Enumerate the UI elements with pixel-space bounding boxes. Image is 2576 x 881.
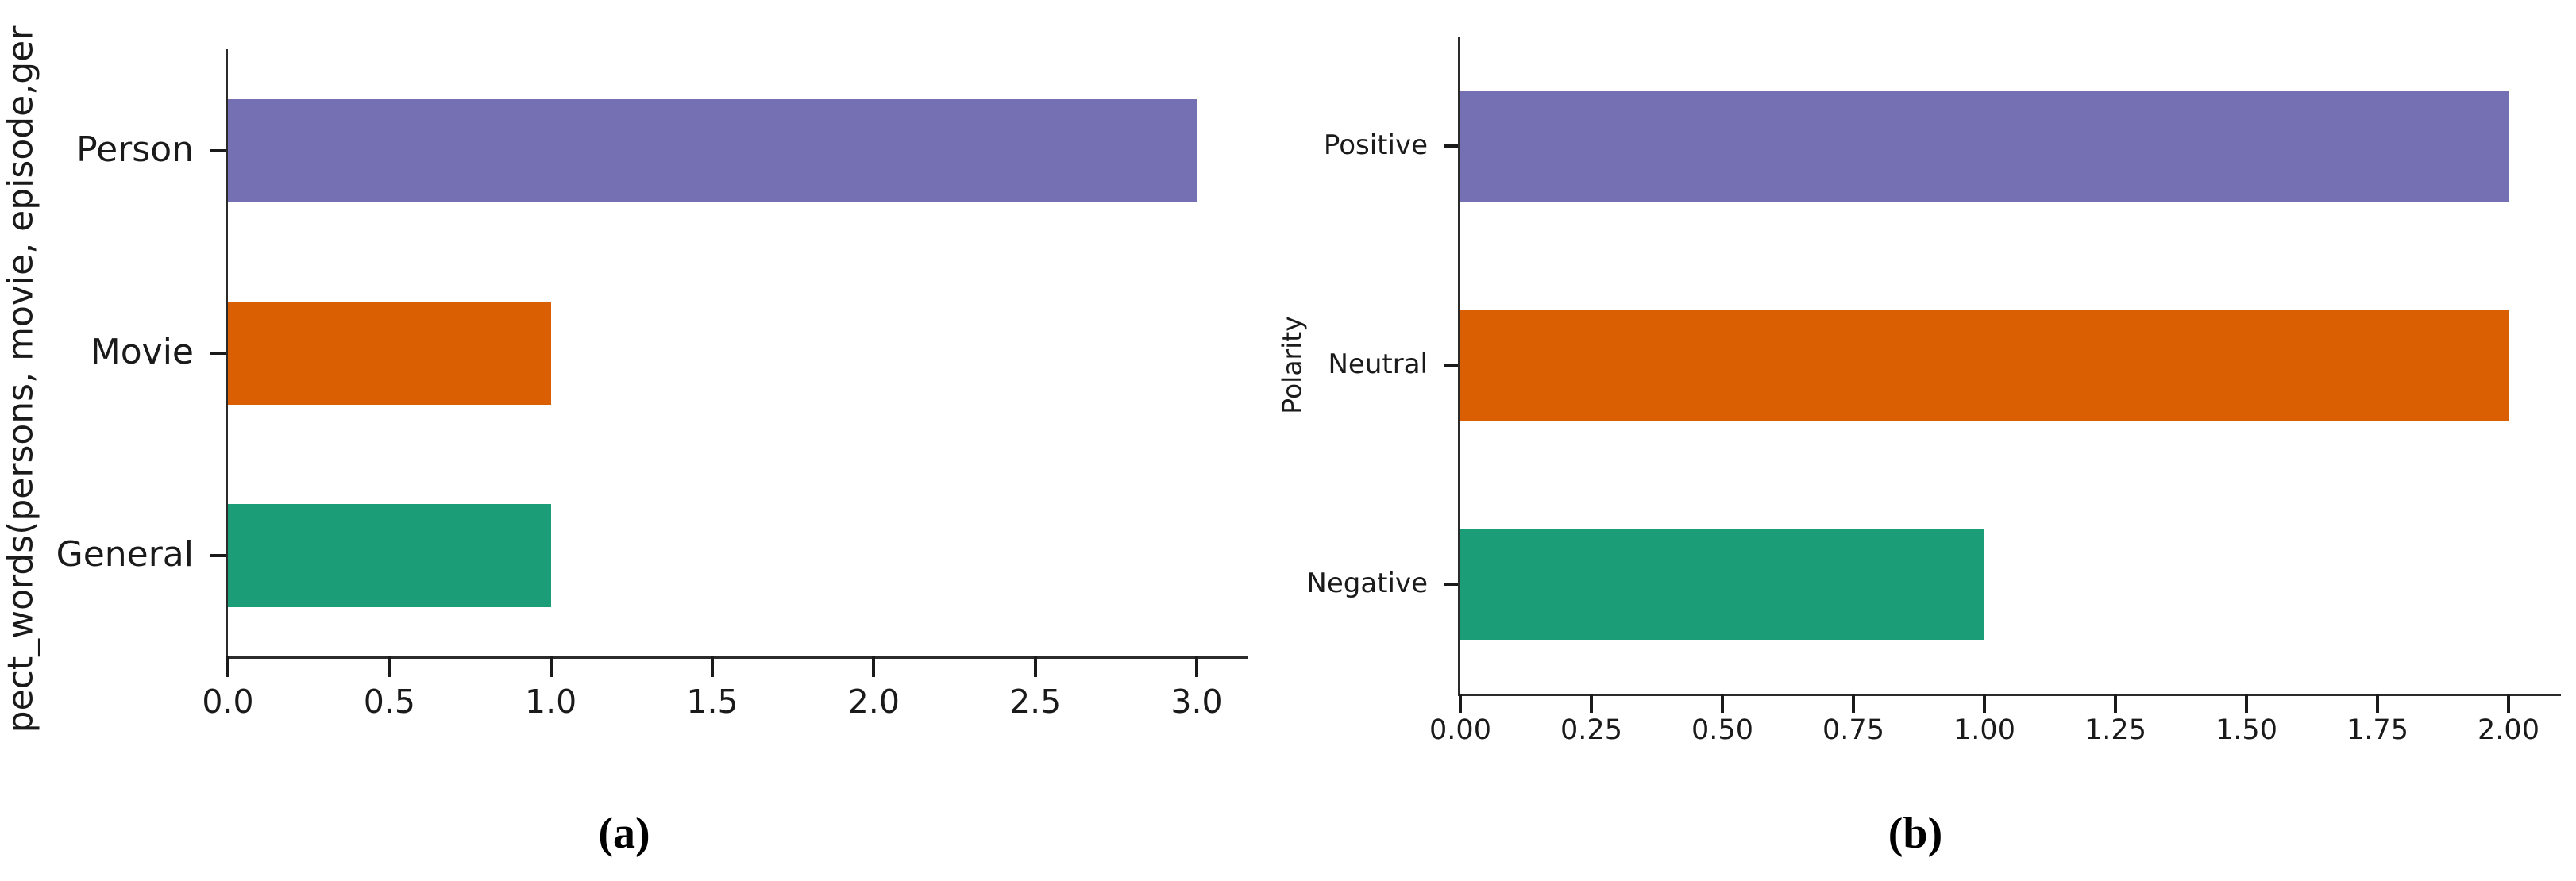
x-tickmark	[2114, 694, 2117, 713]
category-label: Neutral	[1328, 348, 1429, 380]
bar	[228, 503, 551, 607]
y-tickmark	[210, 351, 226, 355]
x-tick-label: 2.0	[847, 683, 900, 721]
x-tick-label: 3.0	[1170, 683, 1223, 721]
x-tick-label: 1.5	[686, 683, 738, 721]
x-tickmark	[1033, 656, 1037, 677]
panel-caption: (b)	[1888, 809, 1943, 858]
bar	[228, 301, 551, 405]
x-tick-label: 0.00	[1429, 714, 1491, 746]
x-tickmark	[1590, 694, 1593, 713]
x-tick-label: 0.5	[363, 683, 415, 721]
y-tickmark	[1444, 144, 1458, 148]
x-tickmark	[2376, 694, 2379, 713]
x-tickmark	[872, 656, 876, 677]
y-tickmark	[1444, 583, 1458, 586]
x-axis-spine	[226, 656, 1248, 659]
category-label: Negative	[1306, 567, 1428, 599]
y-tickmark	[210, 553, 226, 557]
x-tickmark	[1852, 694, 1855, 713]
y-tickmark	[1444, 364, 1458, 367]
x-tick-label: 2.00	[2478, 714, 2539, 746]
x-tickmark	[2507, 694, 2510, 713]
x-tick-label: 0.0	[202, 683, 254, 721]
bar	[1460, 90, 2509, 202]
x-tickmark	[1721, 694, 1724, 713]
x-tickmark	[711, 656, 714, 677]
category-label: Person	[76, 129, 194, 170]
bar	[1460, 529, 1984, 640]
x-tick-label: 1.0	[525, 683, 577, 721]
category-label: General	[56, 533, 194, 575]
x-tick-label: 0.50	[1691, 714, 1753, 746]
x-tick-label: 1.75	[2347, 714, 2408, 746]
x-tick-label: 1.50	[2215, 714, 2277, 746]
x-tick-label: 2.5	[1009, 683, 1062, 721]
y-axis-spine	[1458, 37, 1460, 696]
category-label: Movie	[90, 331, 194, 372]
x-tick-label: 1.25	[2084, 714, 2146, 746]
category-label: Positive	[1323, 129, 1428, 161]
x-tick-label: 1.00	[1953, 714, 2015, 746]
bar	[228, 98, 1197, 202]
x-tickmark	[388, 656, 391, 677]
x-tickmark	[2245, 694, 2248, 713]
y-axis-label: Polarity	[1276, 316, 1308, 414]
x-tickmark	[1195, 656, 1198, 677]
bar	[1460, 310, 2509, 421]
x-tick-label: 0.25	[1560, 714, 1622, 746]
panel-caption: (a)	[598, 809, 650, 858]
y-axis-spine	[226, 49, 228, 659]
y-tickmark	[210, 148, 226, 152]
y-axis-label: pect_words(persons, movie, episode,ger	[0, 25, 41, 733]
x-tickmark	[1983, 694, 1986, 713]
x-tickmark	[1459, 694, 1462, 713]
x-axis-spine	[1458, 694, 2561, 696]
x-tickmark	[226, 656, 229, 677]
x-tickmark	[549, 656, 553, 677]
x-tick-label: 0.75	[1822, 714, 1884, 746]
